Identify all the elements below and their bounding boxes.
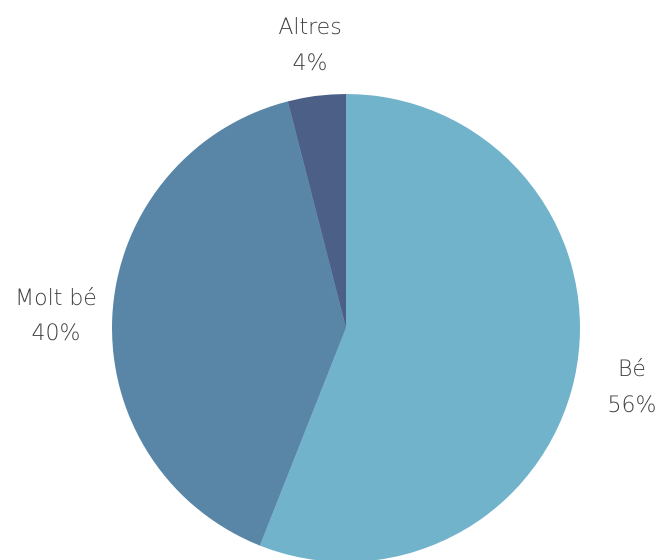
slice-value-molt-be: 40% [32, 321, 81, 346]
slice-label-be: Bé [618, 357, 646, 382]
slice-label-altres: Altres [278, 15, 341, 40]
pie-slice-altres [287, 94, 346, 328]
slice-value-altres: 4% [293, 51, 328, 76]
pie-slices [111, 94, 580, 560]
slice-label-molt-be: Molt bé [15, 286, 97, 311]
slice-value-be: 56% [608, 393, 657, 418]
pie-slice-molt-bé [111, 101, 346, 546]
pie-slice-bé [259, 94, 580, 560]
